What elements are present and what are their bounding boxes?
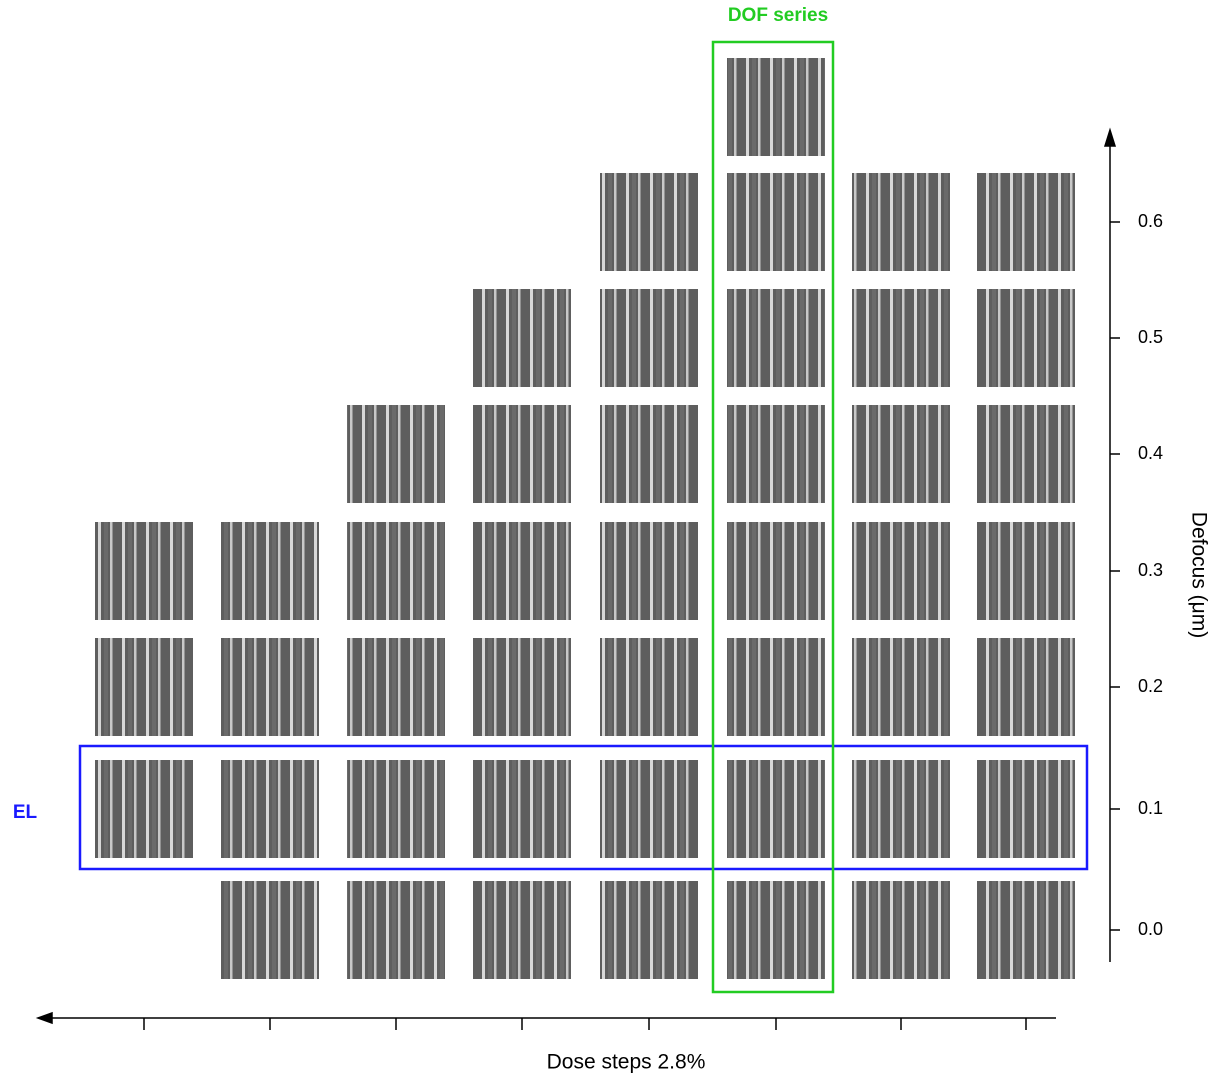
y-axis-label: Defocus (μm) (1187, 512, 1210, 638)
sem-image (852, 173, 950, 271)
sem-image (852, 522, 950, 620)
sem-image (600, 405, 698, 503)
sem-image (852, 760, 950, 858)
y-tick-label: 0.6 (1138, 211, 1163, 231)
sem-image (727, 405, 825, 503)
sem-image (473, 638, 571, 736)
sem-image (852, 881, 950, 979)
sem-image (347, 522, 445, 620)
sem-image (727, 58, 825, 156)
sem-image (977, 522, 1075, 620)
sem-image (600, 760, 698, 858)
dof-label: DOF series (728, 5, 828, 26)
sem-image (977, 173, 1075, 271)
sem-image (852, 638, 950, 736)
y-tick-label: 0.3 (1138, 560, 1163, 580)
sem-image (95, 638, 193, 736)
sem-image (977, 638, 1075, 736)
y-tick-label: 0.1 (1138, 798, 1163, 818)
sem-image (347, 405, 445, 503)
sem-image (977, 289, 1075, 387)
sem-image (727, 173, 825, 271)
sem-image (473, 760, 571, 858)
sem-image (600, 289, 698, 387)
sem-image (600, 173, 698, 271)
el-label: EL (13, 802, 38, 823)
x-ticks (144, 1018, 1026, 1030)
sem-image (727, 638, 825, 736)
sem-image (473, 289, 571, 387)
y-axis (1105, 130, 1120, 962)
sem-image (347, 760, 445, 858)
sem-image (727, 760, 825, 858)
sem-image (221, 760, 319, 858)
sem-image (600, 638, 698, 736)
sem-image (600, 522, 698, 620)
sem-image (221, 881, 319, 979)
sem-image (727, 881, 825, 979)
sem-image (977, 760, 1075, 858)
sem-image (347, 638, 445, 736)
sem-grid (95, 58, 1075, 979)
sem-image (977, 405, 1075, 503)
sem-image (347, 881, 445, 979)
figure: DOF series EL Dose steps 2.8% Defocus (μ… (0, 0, 1216, 1078)
sem-image (977, 881, 1075, 979)
sem-image (221, 638, 319, 736)
y-tick-label: 0.0 (1138, 919, 1163, 939)
sem-image (852, 405, 950, 503)
sem-image (600, 881, 698, 979)
x-axis-label: Dose steps 2.8% (547, 1051, 706, 1074)
sem-image (95, 760, 193, 858)
y-tick-label: 0.4 (1138, 443, 1163, 463)
sem-image (221, 522, 319, 620)
sem-image (95, 522, 193, 620)
x-axis (38, 1013, 1056, 1023)
y-tick-label: 0.5 (1138, 327, 1163, 347)
y-tick-label: 0.2 (1138, 676, 1163, 696)
sem-image (852, 289, 950, 387)
sem-image (727, 289, 825, 387)
sem-image (727, 522, 825, 620)
sem-image (473, 881, 571, 979)
sem-image (473, 522, 571, 620)
sem-image (473, 405, 571, 503)
